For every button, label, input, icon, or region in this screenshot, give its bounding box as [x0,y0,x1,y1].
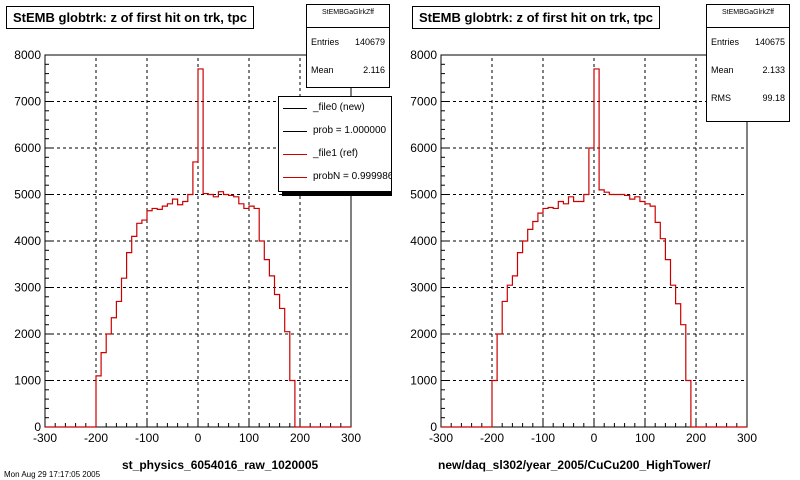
left-y-tick-label: 0 [34,420,41,434]
left-x-tick-label: -200 [84,431,108,445]
left-x-tick-label: 0 [195,431,202,445]
left-x-tick-label: 200 [290,431,310,445]
left-y-tick-label: 5000 [14,188,41,202]
right-y-tick-label: 4000 [410,234,437,248]
right-y-tick-label: 0 [430,420,437,434]
left-y-tick-label: 3000 [14,281,41,295]
right-stats-rms-row: RMS 99.18 [707,84,789,112]
right-x-tick-label: 300 [737,431,757,445]
right-y-tick-label: 2000 [410,327,437,341]
right-y-tick-label: 3000 [410,281,437,295]
legend-label: probN = 0.999986 [313,171,392,182]
right-stats-rms-label: RMS [711,93,731,103]
left-stats-mean-label: Mean [311,65,334,75]
right-y-tick-label: 8000 [410,48,437,62]
right-x-axis-label: new/daq_sl302/year_2005/CuCu200_HighTowe… [438,458,711,472]
legend-entry-prob: prob = 1.000000 [279,120,391,143]
right-stats-mean-row: Mean 2.133 [707,56,789,84]
legend-label: _file1 (ref) [313,148,359,159]
left-stats-name: StEMBGaGlrkZff [307,5,389,28]
left-x-axis-label: st_physics_6054016_raw_1020005 [122,458,319,472]
left-y-tick-label: 1000 [14,374,41,388]
right-stats-rms-value: 99.18 [762,93,785,103]
left-x-tick-label: 300 [341,431,361,445]
left-y-tick-label: 8000 [14,48,41,62]
right-stats-entries-row: Entries 140675 [707,28,789,56]
left-x-tick-label: -300 [33,431,57,445]
right-y-tick-label: 7000 [410,95,437,109]
left-chart-title: StEMB globtrk: z of first hit on trk, tp… [6,6,254,29]
left-y-tick-label: 2000 [14,327,41,341]
right-stats-mean-value: 2.133 [762,65,785,75]
legend-line-icon [283,108,307,109]
right-chart-title: StEMB globtrk: z of first hit on trk, tp… [412,6,660,29]
left-y-tick-label: 4000 [14,234,41,248]
right-stats-entries-value: 140675 [754,37,785,47]
right-x-tick-label: 0 [591,431,598,445]
right-y-tick-label: 5000 [410,188,437,202]
legend-entry-file1: _file1 (ref) [279,143,391,166]
legend-line-icon [283,177,307,178]
legend-entry-probn: probN = 0.999986 [279,166,391,189]
left-histogram-line [45,68,351,428]
left-stats-entries-row: Entries 140679 [307,28,389,56]
right-stats-name: StEMBGaGlrkZff [707,5,789,28]
right-y-tick-label: 1000 [410,374,437,388]
legend-label: prob = 1.000000 [313,125,387,136]
right-stats-entries-label: Entries [711,37,740,47]
right-x-tick-label: -200 [480,431,504,445]
right-x-tick-label: -100 [531,431,555,445]
right-stats-box: StEMBGaGlrkZff Entries 140675 Mean 2.133… [706,4,790,122]
left-stats-entries-label: Entries [311,37,340,47]
right-y-tick-label: 6000 [410,141,437,155]
right-x-tick-label: 100 [635,431,655,445]
right-histogram-line [441,68,747,428]
left-stats-box: StEMBGaGlrkZff Entries 140679 Mean 2.116 [306,4,390,88]
left-stats-mean-value: 2.116 [363,65,385,75]
left-y-tick-label: 6000 [14,141,41,155]
right-stats-mean-label: Mean [711,65,734,75]
legend-line-icon [283,154,307,155]
footer-timestamp: Mon Aug 29 17:17:05 2005 [4,470,101,479]
legend-entry-file0: _file0 (new) [279,97,391,120]
left-x-tick-label: -100 [135,431,159,445]
left-stats-entries-value: 140679 [354,37,385,47]
left-stats-mean-row: Mean 2.116 [307,56,389,84]
legend-label: _file0 (new) [313,102,365,113]
legend-line-icon [283,131,307,132]
left-y-tick-label: 7000 [14,95,41,109]
left-x-tick-label: 100 [239,431,259,445]
right-x-tick-label: 200 [686,431,706,445]
left-legend: _file0 (new) prob = 1.000000 _file1 (ref… [278,96,392,192]
right-x-tick-label: -300 [429,431,453,445]
